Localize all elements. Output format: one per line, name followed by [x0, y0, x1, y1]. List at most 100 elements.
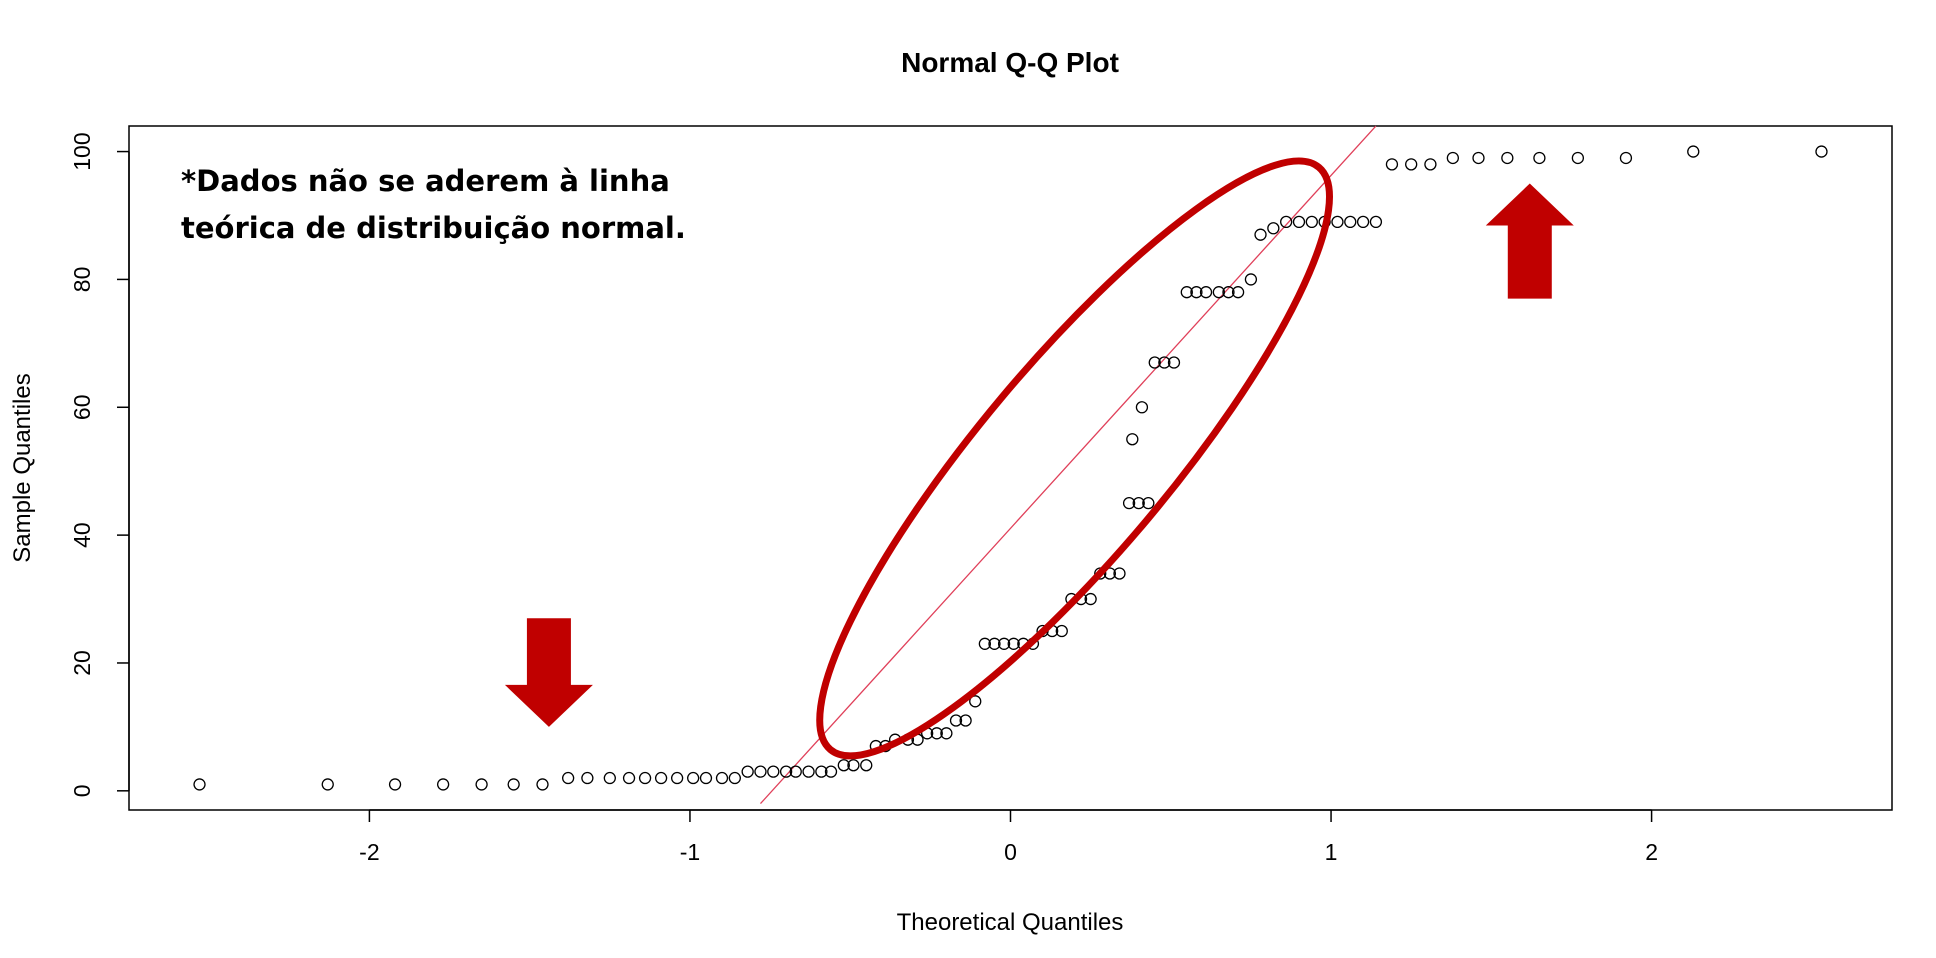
data-point — [754, 765, 767, 778]
down-arrow-icon — [504, 618, 593, 727]
data-point — [1472, 151, 1485, 165]
data-point — [1305, 215, 1318, 229]
data-point — [728, 771, 741, 785]
data-point — [997, 637, 1011, 650]
y-tick-label: 40 — [69, 522, 95, 548]
data-point — [802, 765, 815, 778]
data-point — [1007, 637, 1020, 650]
data-point — [536, 778, 549, 791]
data-point — [1113, 567, 1126, 580]
data-point — [1405, 158, 1418, 171]
highlight-ellipse — [816, 157, 1333, 760]
data-point — [193, 778, 206, 791]
data-point — [654, 771, 668, 785]
data-point — [1356, 215, 1370, 229]
x-tick-label: 1 — [1325, 839, 1338, 865]
data-point — [699, 771, 713, 785]
data-point — [959, 714, 972, 727]
data-point — [1687, 145, 1700, 158]
annotation-line-2: teórica de distribuição normal. — [181, 211, 686, 245]
annotation-line-1: *Dados não se aderem à linha — [181, 164, 670, 198]
y-tick-label: 0 — [69, 784, 95, 797]
y-tick-label: 80 — [69, 267, 95, 293]
data-point — [779, 765, 793, 778]
x-tick-label: -1 — [680, 839, 700, 865]
data-point — [1135, 401, 1149, 414]
data-point — [1231, 286, 1245, 299]
data-point — [1084, 592, 1097, 606]
y-axis-label: Sample Quantiles — [9, 373, 36, 562]
data-point — [1122, 497, 1136, 510]
data-point — [1267, 222, 1280, 235]
data-point — [1180, 286, 1193, 299]
data-point — [1619, 151, 1633, 165]
data-point — [1280, 215, 1293, 229]
data-point — [638, 771, 652, 785]
data-point — [988, 637, 1001, 650]
up-arrow-icon — [1485, 183, 1574, 299]
data-point — [1385, 158, 1399, 171]
data-point — [1369, 215, 1383, 229]
data-point — [1158, 356, 1171, 369]
data-point — [1424, 158, 1437, 171]
data-point — [860, 759, 873, 772]
data-point — [715, 771, 729, 785]
data-point — [1132, 497, 1145, 510]
data-point — [1344, 215, 1357, 229]
data-point — [687, 771, 700, 785]
data-point — [388, 778, 402, 791]
data-point — [1533, 151, 1546, 165]
data-point — [741, 765, 754, 778]
data-point — [767, 765, 780, 778]
data-point — [1222, 286, 1235, 299]
data-point — [1254, 228, 1267, 241]
data-point — [436, 778, 450, 791]
data-point — [622, 771, 636, 785]
x-axis: -2 -1 0 1 2 — [359, 809, 1658, 865]
x-axis-label: Theoretical Quantiles — [897, 909, 1124, 936]
data-point — [978, 637, 992, 650]
data-point — [1212, 286, 1226, 299]
data-point — [940, 727, 953, 740]
data-point — [1815, 145, 1828, 158]
data-point — [949, 714, 963, 727]
data-point — [969, 695, 982, 708]
data-point — [1331, 215, 1344, 229]
highlights — [504, 157, 1574, 760]
data-point — [837, 759, 850, 772]
data-point — [1199, 286, 1213, 299]
data-point — [1244, 273, 1258, 286]
data-point — [1446, 151, 1460, 165]
data-point — [581, 771, 594, 785]
y-tick-label: 60 — [69, 394, 95, 420]
y-tick-label: 20 — [69, 650, 95, 676]
data-point — [1167, 356, 1181, 369]
x-tick-label: -2 — [359, 839, 379, 865]
data-point — [1501, 151, 1514, 165]
data-point — [1142, 497, 1155, 510]
y-tick-label: 100 — [69, 132, 95, 170]
data-point — [1148, 356, 1161, 369]
data-point — [815, 765, 828, 778]
qq-reference-line — [759, 125, 1377, 805]
data-point — [475, 778, 488, 791]
data-point — [824, 765, 838, 778]
data-point — [507, 778, 520, 791]
data-point — [1126, 433, 1139, 446]
data-point — [930, 727, 943, 740]
x-tick-label: 0 — [1004, 839, 1017, 865]
chart-title: Normal Q-Q Plot — [901, 47, 1119, 78]
data-point — [1571, 151, 1585, 165]
data-point — [1190, 286, 1203, 299]
data-point — [321, 778, 334, 791]
data-point — [1292, 215, 1306, 229]
data-point — [789, 765, 802, 778]
data-point — [603, 771, 616, 785]
x-tick-label: 2 — [1645, 839, 1658, 865]
data-point — [670, 771, 684, 785]
data-point — [561, 771, 575, 785]
data-point — [1055, 624, 1068, 638]
y-axis: 0 20 40 60 80 100 — [69, 132, 130, 797]
data-point — [847, 759, 860, 772]
